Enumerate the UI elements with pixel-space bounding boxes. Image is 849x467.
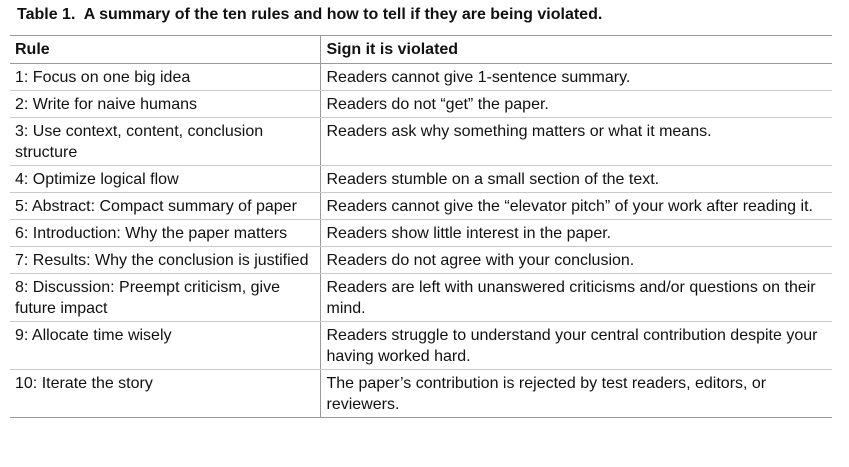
table-row: 9: Allocate time wisely Readers struggle… xyxy=(10,321,832,370)
rule-cell: 8: Discussion: Preempt criticism, give f… xyxy=(10,273,320,322)
rules-table: Rule Sign it is violated 1: Focus on one… xyxy=(10,35,832,418)
rule-cell: 9: Allocate time wisely xyxy=(10,321,320,370)
sign-cell: Readers struggle to understand your cent… xyxy=(319,321,832,370)
table-row: 7: Results: Why the conclusion is justif… xyxy=(10,246,832,274)
table-row: 2: Write for naive humans Readers do not… xyxy=(10,90,832,118)
table-row: 1: Focus on one big idea Readers cannot … xyxy=(10,63,832,91)
sign-cell: Readers cannot give the “elevator pitch”… xyxy=(319,192,832,220)
rule-cell: 2: Write for naive humans xyxy=(10,90,320,118)
rule-cell: 1: Focus on one big idea xyxy=(10,63,320,91)
header-sign-violated: Sign it is violated xyxy=(319,35,832,64)
table-row: 6: Introduction: Why the paper matters R… xyxy=(10,219,832,247)
rule-cell: 6: Introduction: Why the paper matters xyxy=(10,219,320,247)
header-rule: Rule xyxy=(10,35,320,64)
sign-cell: The paper’s contribution is rejected by … xyxy=(319,369,832,418)
table-row: 3: Use context, content, conclusion stru… xyxy=(10,117,832,166)
table-row: 5: Abstract: Compact summary of paper Re… xyxy=(10,192,832,220)
sign-cell: Readers are left with unanswered critici… xyxy=(319,273,832,322)
table-row: 10: Iterate the story The paper’s contri… xyxy=(10,369,832,418)
table-row: 4: Optimize logical flow Readers stumble… xyxy=(10,165,832,193)
rule-cell: 7: Results: Why the conclusion is justif… xyxy=(10,246,320,274)
rule-cell: 5: Abstract: Compact summary of paper xyxy=(10,192,320,220)
rule-cell: 3: Use context, content, conclusion stru… xyxy=(10,117,320,166)
table-caption-label: Table 1. xyxy=(17,6,76,23)
sign-cell: Readers do not agree with your conclusio… xyxy=(319,246,832,274)
table-row: 8: Discussion: Preempt criticism, give f… xyxy=(10,273,832,322)
table-header-row: Rule Sign it is violated xyxy=(10,35,832,64)
rule-cell: 4: Optimize logical flow xyxy=(10,165,320,193)
sign-cell: Readers do not “get” the paper. xyxy=(319,90,832,118)
sign-cell: Readers cannot give 1-sentence summary. xyxy=(319,63,832,91)
sign-cell: Readers ask why something matters or wha… xyxy=(319,117,832,166)
table-caption-text: A summary of the ten rules and how to te… xyxy=(83,6,603,23)
sign-cell: Readers show little interest in the pape… xyxy=(319,219,832,247)
table-caption: Table 1. A summary of the ten rules and … xyxy=(17,4,602,26)
sign-cell: Readers stumble on a small section of th… xyxy=(319,165,832,193)
rule-cell: 10: Iterate the story xyxy=(10,369,320,418)
